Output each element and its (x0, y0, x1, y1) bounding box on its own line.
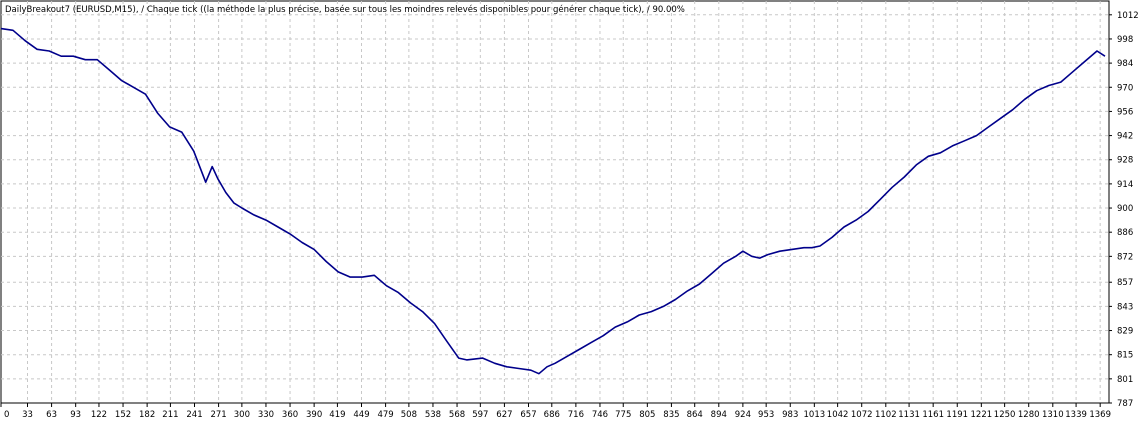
y-tick-label: 942 (1117, 132, 1133, 142)
x-tick-label: 449 (353, 410, 369, 420)
x-tick-label: 1339 (1065, 410, 1087, 420)
x-tick-label: 835 (663, 410, 679, 420)
x-tick-label: 33 (22, 410, 33, 420)
x-tick-label: 182 (139, 410, 155, 420)
x-tick-label: 330 (258, 410, 274, 420)
y-tick-label: 829 (1117, 327, 1133, 337)
x-tick-label: 686 (544, 410, 560, 420)
y-tick-label: 914 (1117, 180, 1133, 190)
y-tick-label: 998 (1117, 35, 1133, 45)
x-tick-label: 0 (4, 410, 9, 420)
chart-plot-area (0, 0, 1110, 404)
x-tick-label: 775 (615, 410, 631, 420)
grid (1, 1, 1109, 403)
y-tick-label: 801 (1117, 375, 1133, 385)
x-tick-label: 983 (782, 410, 798, 420)
y-tick-label: 843 (1117, 302, 1133, 312)
y-tick-label: 872 (1117, 252, 1133, 262)
x-tick-label: 63 (46, 410, 57, 420)
x-tick-label: 1013 (804, 410, 826, 420)
x-tick-label: 597 (472, 410, 488, 420)
x-tick-label: 894 (711, 410, 727, 420)
y-tick-label: 857 (1117, 278, 1133, 288)
x-tick-label: 716 (568, 410, 584, 420)
x-tick-label: 1131 (898, 410, 920, 420)
x-tick-label: 1102 (875, 410, 897, 420)
y-tick-label: 984 (1117, 59, 1133, 69)
y-tick-label: 787 (1117, 399, 1133, 409)
x-tick-label: 1042 (827, 410, 849, 420)
x-tick-label: 1221 (971, 410, 993, 420)
y-tick-label: 970 (1117, 83, 1133, 93)
x-tick-label: 211 (162, 410, 178, 420)
y-tick-label: 900 (1117, 204, 1133, 214)
x-tick-label: 122 (91, 410, 107, 420)
x-tick-label: 360 (282, 410, 298, 420)
x-tick-label: 241 (186, 410, 202, 420)
x-tick-label: 390 (306, 410, 322, 420)
y-tick-label: 1012 (1117, 11, 1139, 21)
x-tick-label: 746 (592, 410, 608, 420)
x-tick-label: 924 (735, 410, 751, 420)
x-axis: 0 33 63 93 122 152 182 211 241 271 300 330 360 390 419… (0, 403, 1111, 420)
y-tick-label: 886 (1117, 228, 1133, 238)
x-tick-label: 1072 (851, 410, 873, 420)
y-tick-label: 956 (1117, 107, 1133, 117)
x-tick-label: 1369 (1089, 410, 1111, 420)
x-tick-label: 479 (377, 410, 393, 420)
x-tick-label: 1250 (994, 410, 1016, 420)
x-tick-label: 300 (234, 410, 250, 420)
x-tick-label: 271 (210, 410, 226, 420)
x-tick-label: 93 (70, 410, 81, 420)
x-tick-label: 1191 (946, 410, 968, 420)
x-tick-label: 864 (687, 410, 703, 420)
series-layer (0, 27, 1106, 375)
x-tick-label: 1280 (1018, 410, 1040, 420)
x-tick-label: 1161 (922, 410, 944, 420)
y-axis: 1012 998 984 970 956 942 928 914 900 886 872 857 843… (1109, 11, 1139, 409)
y-tick-label: 815 (1117, 351, 1133, 361)
x-tick-label: 419 (329, 410, 345, 420)
x-tick-label: 657 (520, 410, 536, 420)
equity-series-line (0, 27, 1106, 375)
x-tick-label: 627 (496, 410, 512, 420)
x-tick-label: 805 (639, 410, 655, 420)
x-tick-label: 152 (115, 410, 131, 420)
x-tick-label: 1310 (1042, 410, 1064, 420)
chart-title: DailyBreakout7 (EURUSD,M15), / Chaque ti… (5, 4, 685, 15)
x-tick-label: 953 (758, 410, 774, 420)
y-tick-label: 928 (1117, 156, 1133, 166)
x-tick-label: 568 (449, 410, 465, 420)
x-tick-label: 538 (425, 410, 441, 420)
x-tick-label: 508 (401, 410, 417, 420)
